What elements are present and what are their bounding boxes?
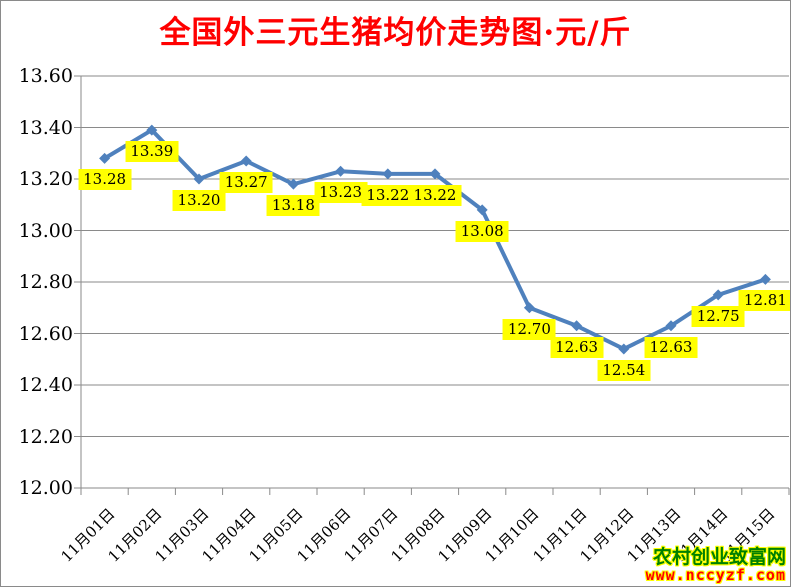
data-point-marker (382, 168, 394, 180)
y-axis-tick-label: 13.00 (18, 219, 73, 242)
data-point-marker (476, 204, 488, 216)
data-point-label: 13.28 (78, 169, 132, 191)
data-point-marker (618, 343, 630, 355)
y-axis-tick-label: 12.60 (18, 322, 73, 345)
data-point-label: 13.18 (266, 195, 320, 217)
data-point-marker (429, 168, 441, 180)
data-point-marker (335, 165, 347, 177)
data-point-marker (712, 289, 724, 301)
watermark: 农村创业致富网 www.nccyzf.com (645, 546, 786, 585)
data-point-label: 12.54 (597, 359, 651, 381)
data-point-marker (99, 152, 111, 164)
chart-title: 全国外三元生猪均价走势图·元/斤 (159, 15, 632, 51)
data-point-label: 12.81 (738, 290, 790, 312)
data-point-label: 12.63 (644, 336, 698, 358)
data-point-marker (193, 173, 205, 185)
y-axis-tick-label: 12.80 (18, 271, 73, 293)
watermark-site-url: www.nccyzf.com (645, 566, 786, 585)
data-point-label: 13.27 (219, 171, 273, 193)
watermark-site-name: 农村创业致富网 (652, 546, 786, 569)
data-point-label: 13.22 (361, 184, 415, 206)
y-axis-tick-label: 13.60 (18, 65, 73, 87)
data-point-marker (240, 155, 252, 167)
data-point-label: 13.39 (125, 141, 179, 163)
data-point-label: 13.22 (408, 184, 462, 206)
data-point-label: 13.08 (455, 220, 509, 242)
data-point-label: 12.70 (502, 318, 556, 340)
data-point-label: 12.75 (691, 305, 745, 327)
data-point-marker (523, 302, 535, 314)
y-axis-tick-label: 12.20 (18, 425, 73, 448)
data-point-marker (665, 320, 677, 332)
data-point-marker (759, 273, 771, 285)
data-point-label: 13.23 (314, 182, 368, 204)
y-axis-tick-label: 13.20 (18, 168, 73, 190)
data-point-marker (146, 124, 158, 136)
price-line (102, 128, 768, 351)
data-point-label: 13.20 (172, 190, 226, 211)
data-point-marker (571, 320, 583, 332)
y-axis-tick-label: 12.40 (18, 374, 73, 396)
y-axis-tick-label: 13.40 (18, 116, 73, 139)
data-point-marker (287, 178, 299, 190)
data-point-label: 12.63 (550, 336, 604, 358)
y-axis-tick-label: 12.00 (18, 477, 73, 499)
